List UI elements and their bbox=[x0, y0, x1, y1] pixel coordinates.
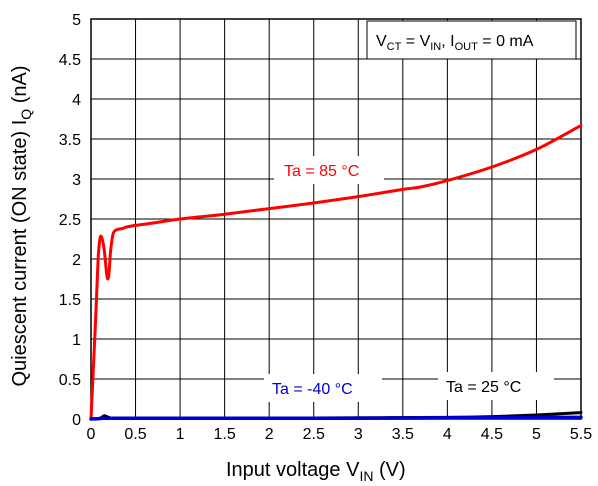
y-tick-label: 3 bbox=[72, 172, 81, 189]
y-tick-label: 2.5 bbox=[59, 212, 81, 229]
y-tick-label: 1 bbox=[72, 332, 81, 349]
series-line-ta-85 bbox=[89, 123, 583, 421]
y-tick-label: 1.5 bbox=[59, 292, 81, 309]
y-axis-label: Quiescent current (ON state) IQ (nA) bbox=[9, 66, 34, 387]
condition-text: VCT = VIN, IOUT = 0 mA bbox=[376, 33, 534, 53]
x-tick-label: 5.5 bbox=[570, 426, 592, 443]
x-tick-label: 0 bbox=[87, 426, 96, 443]
x-tick-label: 4 bbox=[443, 426, 452, 443]
series-label-85: Ta = 85 °C bbox=[274, 156, 384, 184]
y-tick-label: 4.5 bbox=[59, 52, 81, 69]
label-ta-25: Ta = 25 °C bbox=[446, 379, 521, 396]
x-tick-labels: 0 0.5 1 1.5 2 2.5 3 3.5 4 4.5 5 5.5 bbox=[87, 426, 593, 443]
series-line-ta-m40 bbox=[89, 415, 583, 421]
condition-box: VCT = VIN, IOUT = 0 mA bbox=[366, 20, 577, 60]
y-tick-labels: 0 0.5 1 1.5 2 2.5 3 3.5 4 4.5 5 bbox=[59, 12, 81, 429]
label-ta-85: Ta = 85 °C bbox=[284, 163, 359, 180]
y-tick-label: 5 bbox=[72, 12, 81, 29]
y-tick-label: 2 bbox=[72, 252, 81, 269]
x-tick-label: 0.5 bbox=[124, 426, 146, 443]
x-tick-label: 1 bbox=[176, 426, 185, 443]
x-tick-label: 3 bbox=[354, 426, 363, 443]
y-tick-label: 0 bbox=[72, 412, 81, 429]
series-label-25: Ta = 25 °C bbox=[438, 372, 554, 400]
x-tick-label: 2.5 bbox=[303, 426, 325, 443]
x-tick-label: 2 bbox=[265, 426, 274, 443]
y-tick-label: 3.5 bbox=[59, 132, 81, 149]
x-axis-label: Input voltage VIN (V) bbox=[226, 459, 406, 484]
x-tick-label: 1.5 bbox=[214, 426, 236, 443]
label-ta-m40: Ta = -40 °C bbox=[272, 381, 353, 398]
x-tick-label: 3.5 bbox=[392, 426, 414, 443]
series-label-m40: Ta = -40 °C bbox=[264, 374, 382, 402]
x-tick-label: 4.5 bbox=[481, 426, 503, 443]
y-tick-label: 0.5 bbox=[59, 372, 81, 389]
y-tick-label: 4 bbox=[72, 92, 81, 109]
series-lines bbox=[89, 123, 583, 421]
x-tick-label: 5 bbox=[532, 426, 541, 443]
